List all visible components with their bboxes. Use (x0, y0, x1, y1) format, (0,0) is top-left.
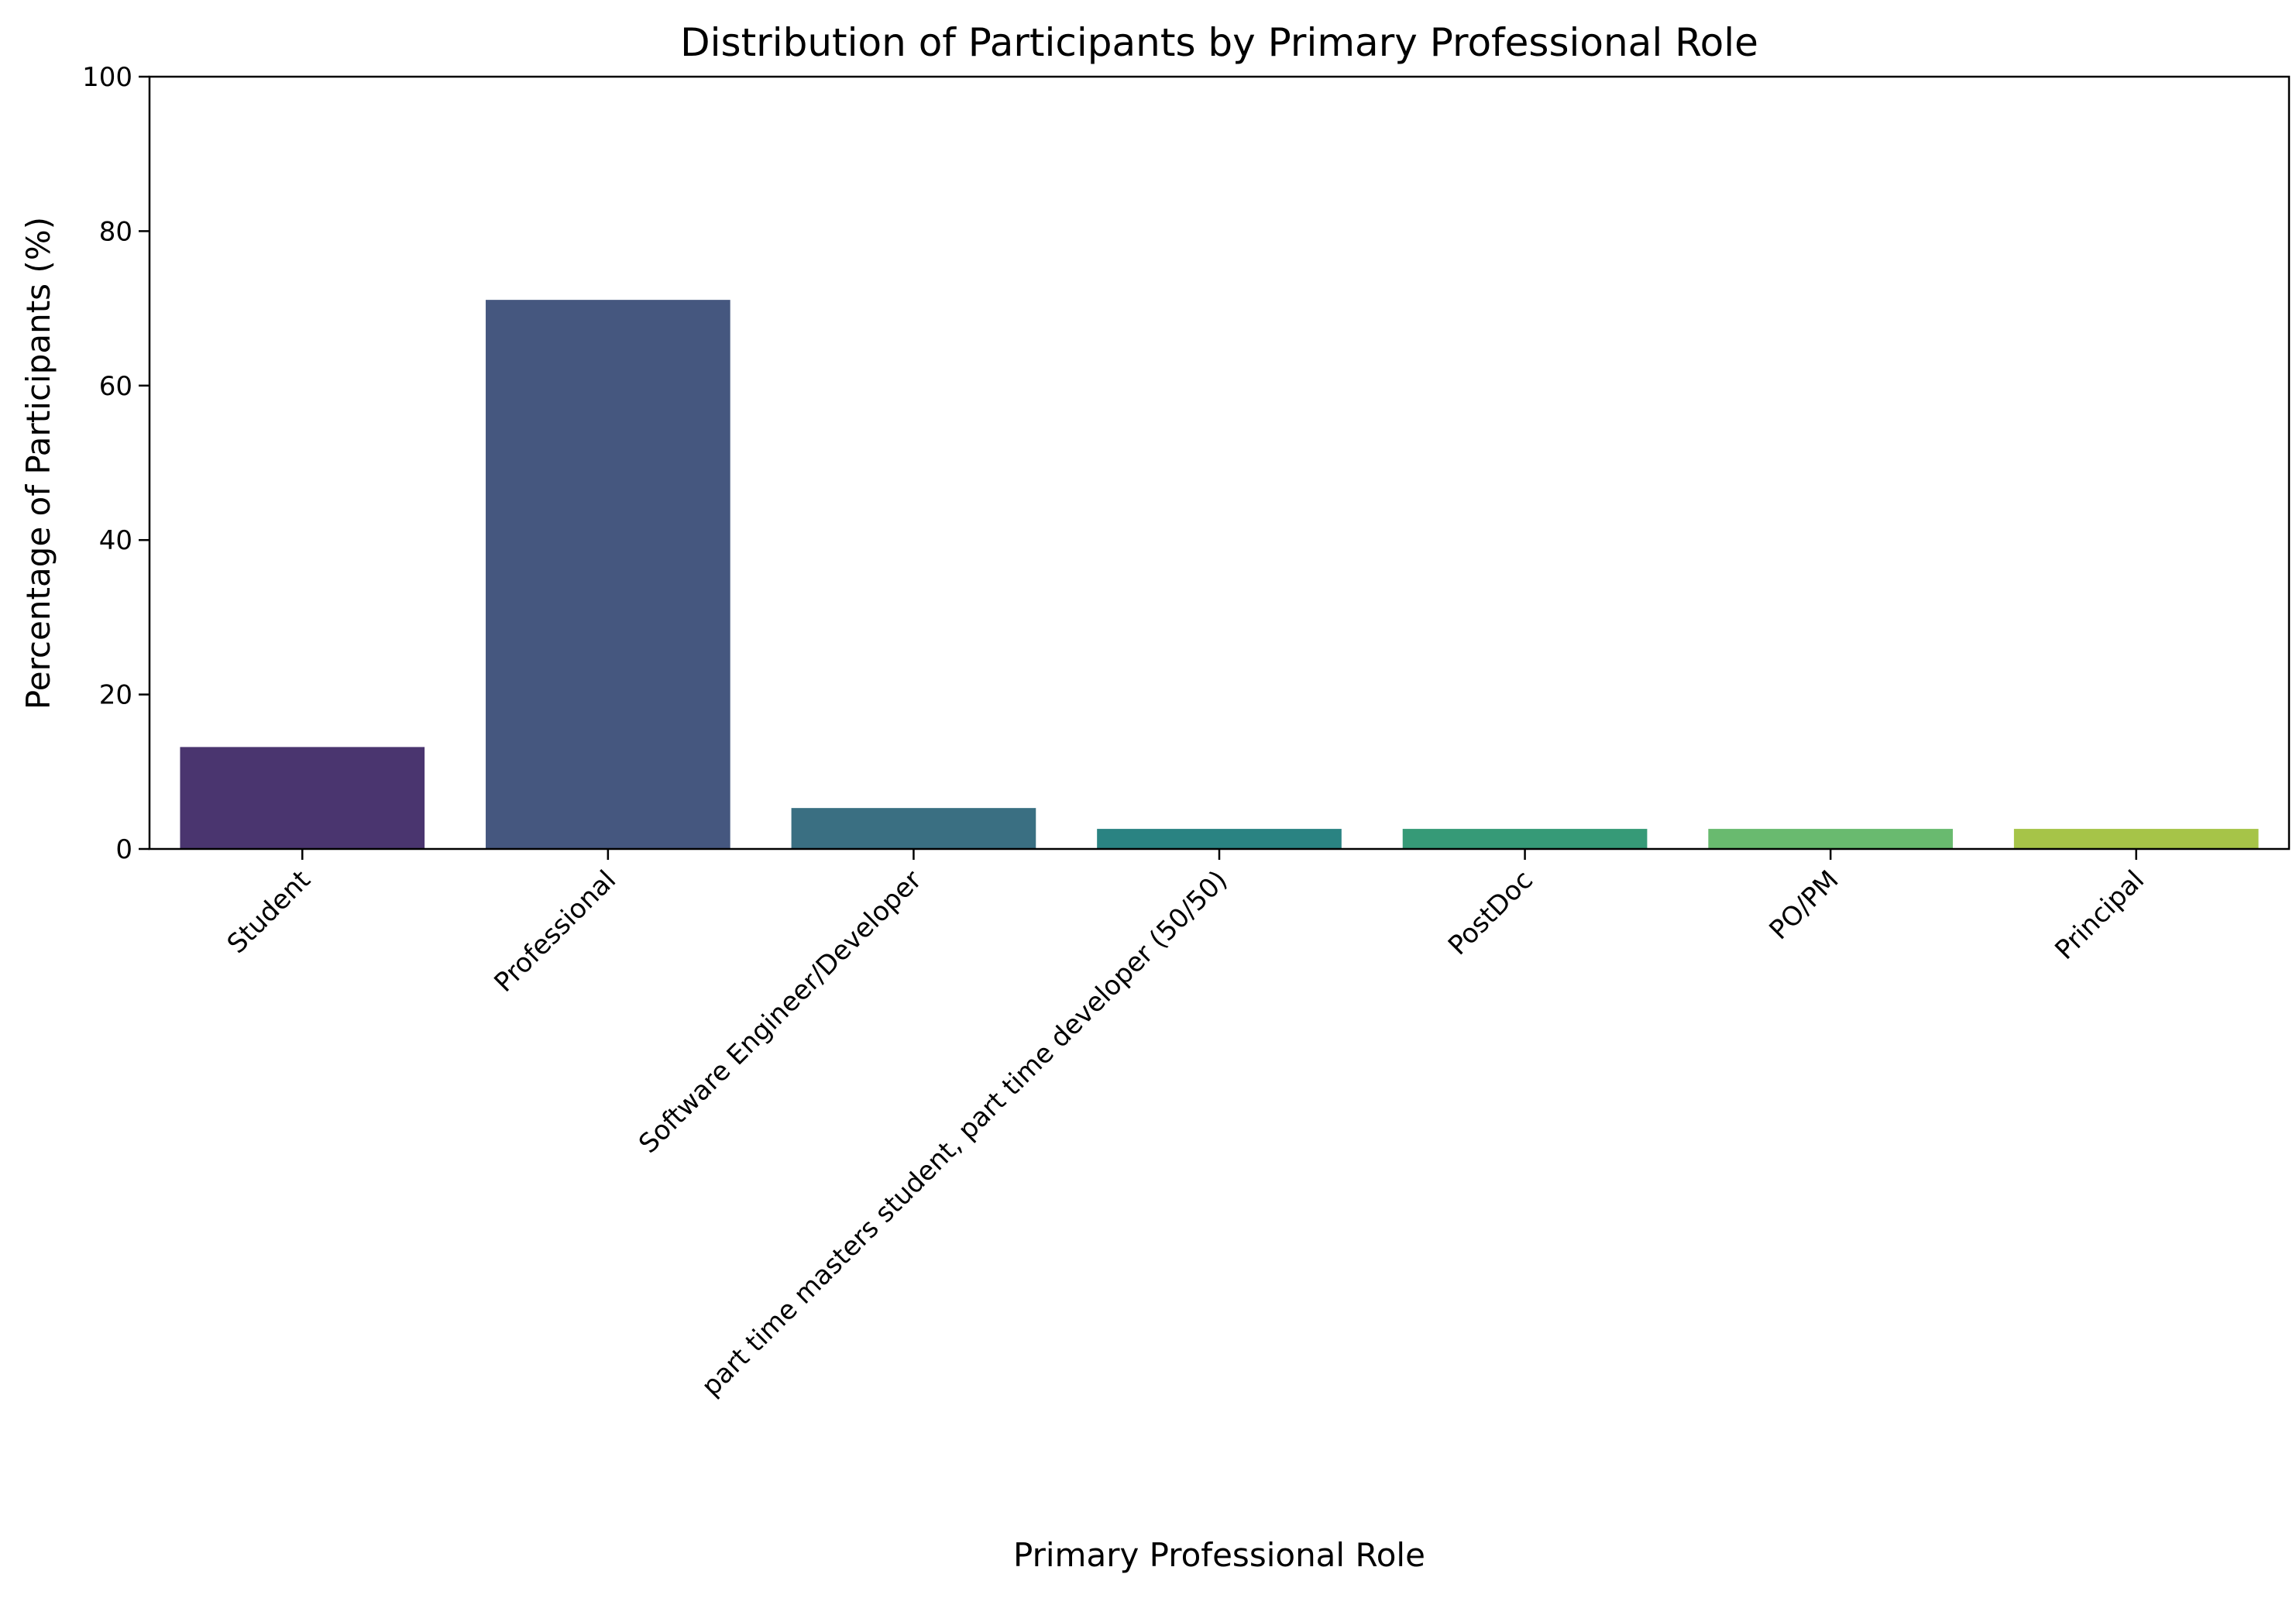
bar-7 (2013, 829, 2259, 849)
x-axis-ticks: Student Professional Software Engineer/Dev… (222, 849, 2150, 1402)
y-tick-label: 0 (115, 834, 132, 865)
bars-group (180, 300, 2259, 849)
x-tick-label: Student (222, 864, 317, 960)
y-tick-label: 40 (99, 525, 132, 556)
chart-title: Distribution of Participants by Primary … (680, 20, 1758, 65)
x-tick-label: part time masters student, part time dev… (696, 864, 1233, 1402)
x-tick-label: Professional (488, 864, 622, 998)
y-tick-label: 60 (99, 371, 132, 402)
y-tick-label: 100 (82, 62, 132, 93)
bar-4 (1097, 829, 1342, 849)
y-tick-label: 20 (99, 680, 132, 711)
x-tick-label: PostDoc (1442, 864, 1539, 961)
x-tick-label: Software Engineer/Developer (633, 864, 928, 1160)
bar-2 (486, 300, 730, 849)
bar-6 (1708, 829, 1953, 849)
x-tick-label: Principal (2049, 864, 2150, 966)
x-tick-label: PO/PM (1763, 864, 1844, 946)
y-tick-label: 80 (99, 216, 132, 247)
bar-3 (791, 808, 1036, 849)
y-axis-ticks: 0 20 40 60 80 100 (82, 62, 150, 865)
x-axis-label: Primary Professional Role (1013, 1536, 1425, 1574)
bar-1 (180, 747, 425, 849)
bar-5 (1402, 829, 1648, 849)
plot-area-frame (148, 75, 2291, 851)
y-axis-label: Percentage of Participants (%) (19, 217, 57, 710)
